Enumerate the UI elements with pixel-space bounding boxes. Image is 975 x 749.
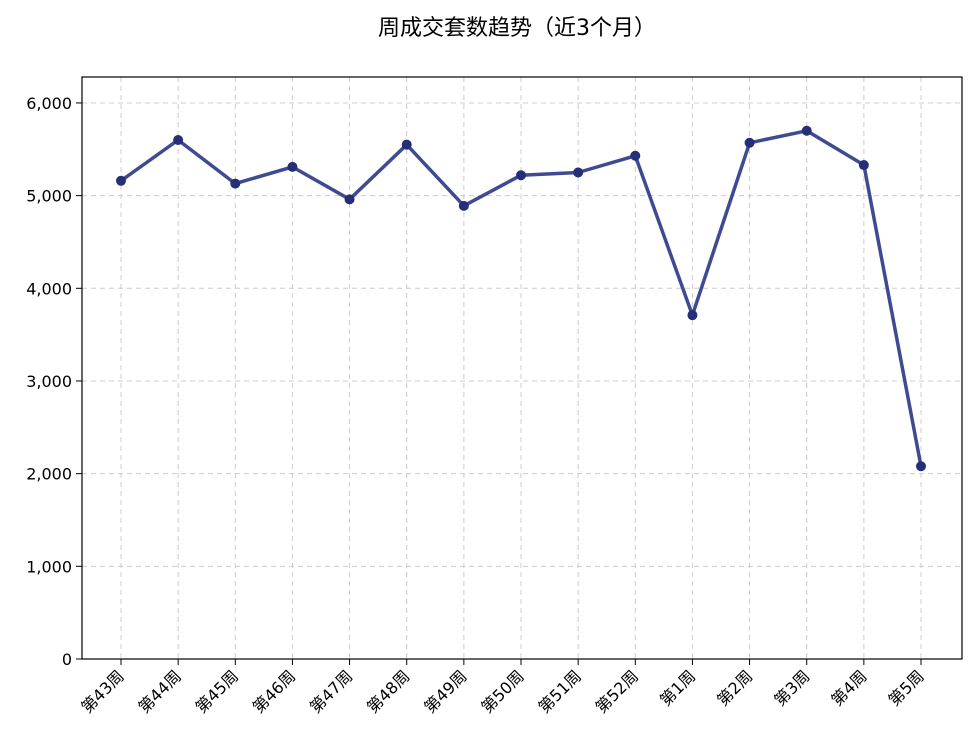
x-tick-label: 第44周	[135, 666, 185, 716]
y-tick-label: 5,000	[26, 187, 72, 206]
data-point	[801, 125, 812, 136]
data-point	[401, 139, 412, 150]
data-point	[230, 178, 241, 189]
x-axis: 第43周 第44周 第45周 第46周 第47周 第48周 第49周 第50周 第51周 第52周…	[77, 659, 928, 717]
x-tick-label: 第43周	[77, 666, 127, 716]
y-tick-label: 3,000	[26, 372, 72, 391]
x-tick-label: 第47周	[306, 666, 356, 716]
chart-title: 周成交套数趋势（近3个月）	[378, 16, 656, 41]
data-point	[916, 461, 926, 472]
x-tick-label: 第51周	[535, 666, 585, 716]
x-tick-label: 第2周	[713, 666, 756, 709]
x-tick-label: 第49周	[420, 666, 470, 716]
x-tick-label: 第1周	[656, 666, 699, 709]
x-tick-label: 第5周	[885, 666, 928, 709]
y-tick-label: 4,000	[26, 279, 72, 298]
x-tick-label: 第3周	[770, 666, 813, 709]
data-point	[287, 161, 298, 172]
data-point	[458, 200, 469, 211]
series-line	[119, 129, 923, 468]
plot-frame	[81, 76, 963, 660]
data-point	[858, 160, 869, 171]
x-tick-label: 第4周	[827, 666, 870, 709]
y-tick-label: 6,000	[26, 94, 72, 113]
x-tick-label: 第45周	[192, 666, 242, 716]
data-point	[116, 175, 126, 186]
data-point	[344, 194, 355, 205]
x-tick-label: 第48周	[363, 666, 413, 716]
x-tick-label: 第50周	[477, 666, 527, 716]
data-point	[173, 135, 184, 146]
grid-layer	[82, 77, 962, 659]
series-layer	[116, 125, 926, 472]
data-point	[744, 137, 755, 148]
y-tick-label: 0	[62, 650, 72, 669]
y-tick-label: 2,000	[26, 465, 72, 484]
data-point	[573, 167, 584, 178]
data-point	[516, 170, 526, 181]
y-axis: 0 1,000 2,000 3,000 4,000 5,000 6,000	[26, 94, 82, 669]
data-point	[630, 150, 641, 161]
data-point	[687, 310, 698, 321]
x-tick-label: 第46周	[249, 666, 299, 716]
y-tick-label: 1,000	[26, 557, 72, 576]
x-tick-label: 第52周	[592, 666, 642, 716]
